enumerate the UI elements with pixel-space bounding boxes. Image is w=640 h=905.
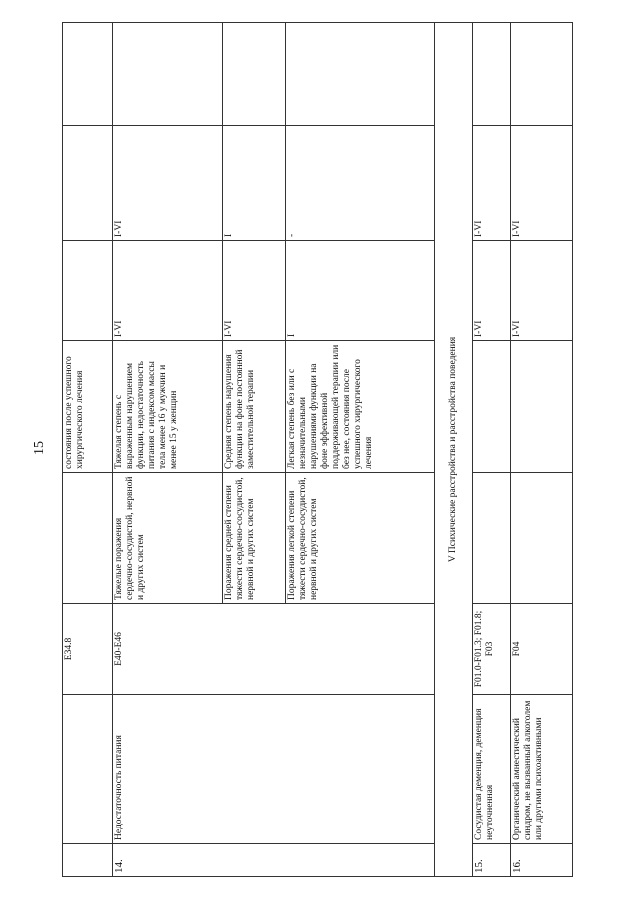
table-row-14a: 14. Недостаточность питания E40-E46 Тяже… [112, 22, 435, 877]
cell-severity [510, 340, 573, 473]
cell-col6: I-VI [112, 240, 223, 341]
table-row-15: 15. Сосудистая деменция, деменция неуточ… [472, 22, 511, 877]
table-row-16: 16. Органический амнестический синдром, … [510, 22, 573, 877]
rotated-table-wrapper: E34.8 состояния после успешного хирургич… [62, 22, 573, 877]
cell-col7: I-VI [112, 125, 223, 241]
cell-severity: Легкая степень без или с незначительными… [285, 340, 435, 473]
cell-col7: - [285, 125, 435, 241]
cell-col8 [510, 22, 573, 126]
cell-severity: Тяжелая степень с выраженным нарушением … [112, 340, 223, 473]
cell-col6: I-VI [472, 240, 511, 341]
cell-number [62, 843, 113, 877]
cell-name [62, 694, 113, 844]
cell-form [472, 472, 511, 604]
cell-col7: I-VI [472, 125, 511, 241]
cell-form: Поражения легкой степени тяжести сердечн… [285, 472, 435, 604]
cell-col8 [222, 22, 286, 126]
cell-name: Сосудистая деменция, деменция неуточненн… [472, 694, 511, 844]
section-header-row: V Психические расстройства и расстройств… [434, 22, 473, 877]
cell-col8 [62, 22, 113, 126]
cell-code: F01.0-F01.3; F01.8; F03 [472, 603, 511, 695]
section-title: V Психические расстройства и расстройств… [434, 22, 473, 877]
cell-code: E34.8 [62, 603, 113, 695]
page-number: 15 [32, 441, 47, 455]
cell-severity: состояния после успешного хирургического… [62, 340, 113, 473]
cell-col6: I-VI [510, 240, 573, 341]
cell-col8 [472, 22, 511, 126]
cell-col6: I [285, 240, 435, 341]
cell-number: 14. [112, 843, 435, 877]
table-row-continuation: E34.8 состояния после успешного хирургич… [62, 22, 113, 877]
cell-number: 15. [472, 843, 511, 877]
cell-col7: I [222, 125, 286, 241]
cell-col6 [62, 240, 113, 341]
cell-col7 [62, 125, 113, 241]
cell-form: Поражения средней степени тяжести сердеч… [222, 472, 286, 604]
cell-col8 [285, 22, 435, 126]
disease-table: E34.8 состояния после успешного хирургич… [62, 22, 573, 877]
cell-severity [472, 340, 511, 473]
cell-col8 [112, 22, 223, 126]
cell-name: Органический амнестический синдром, не в… [510, 694, 573, 844]
cell-severity: Средняя степень нарушения функции на фон… [222, 340, 286, 473]
cell-form [510, 472, 573, 604]
cell-form [62, 472, 113, 604]
cell-code: F04 [510, 603, 573, 695]
cell-col6: I-VI [222, 240, 286, 341]
cell-col7: I-VI [510, 125, 573, 241]
cell-code: E40-E46 [112, 603, 435, 695]
cell-form: Тяжелые поражения сердечно-сосудистой, н… [112, 472, 223, 604]
cell-number: 16. [510, 843, 573, 877]
cell-name: Недостаточность питания [112, 694, 435, 844]
